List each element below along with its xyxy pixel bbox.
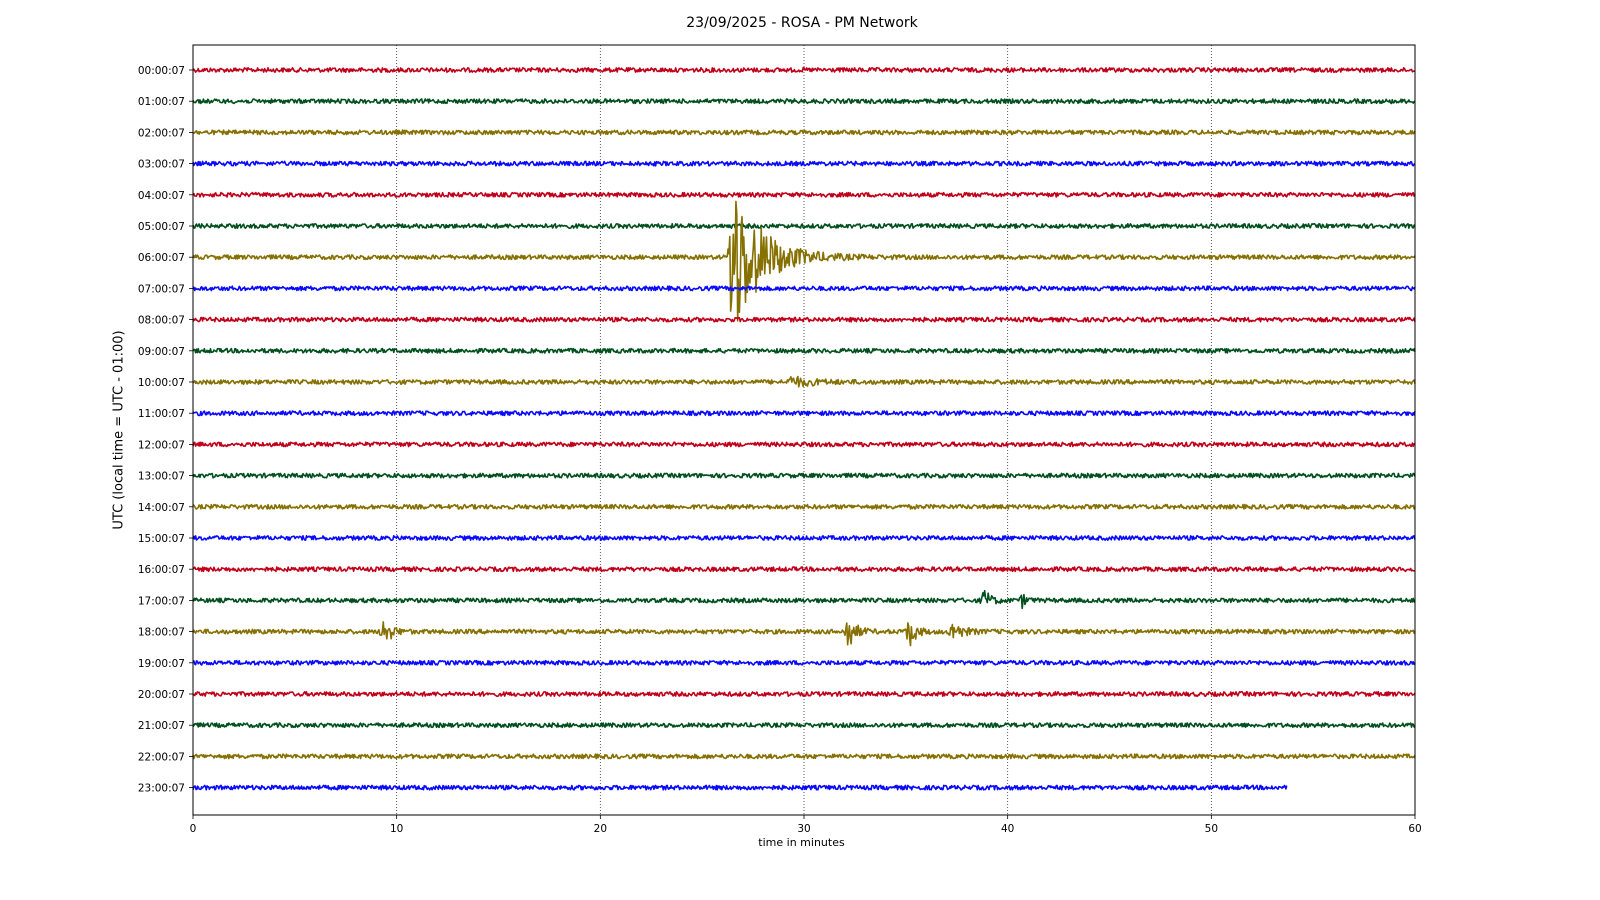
axes: 00:00:07 01:00:07 02:00:07 03:00:07 04:00:07… <box>138 44 1422 835</box>
trace-100007 <box>192 375 1416 388</box>
trace-080007 <box>192 316 1416 323</box>
y-tick-label: 05:00:07 <box>138 221 185 233</box>
y-tick-label: 19:00:07 <box>138 658 185 670</box>
trace-150007 <box>192 535 1416 541</box>
y-tick-label: 12:00:07 <box>138 439 185 451</box>
trace-060007 <box>192 200 1416 322</box>
trace-110007 <box>192 410 1416 417</box>
trace-230007 <box>192 784 1288 791</box>
y-tick-label: 00:00:07 <box>138 65 185 77</box>
chart-title: 23/09/2025 - ROSA - PM Network <box>686 15 918 31</box>
y-tick-label: 20:00:07 <box>138 689 185 701</box>
x-tick-label: 40 <box>1001 823 1014 835</box>
trace-070007 <box>192 285 1416 292</box>
y-tick-label: 07:00:07 <box>138 283 185 295</box>
y-tick-label: 01:00:07 <box>138 96 185 108</box>
grid-lines <box>396 45 1212 815</box>
y-tick-label: 13:00:07 <box>138 471 185 483</box>
x-axis-label: time in minutes <box>758 836 845 849</box>
trace-120007 <box>192 441 1416 448</box>
y-tick-label: 14:00:07 <box>138 502 185 514</box>
y-tick-label: 23:00:07 <box>138 783 185 795</box>
x-tick-label: 20 <box>594 823 607 835</box>
x-tick-label: 50 <box>1205 823 1218 835</box>
y-tick-label: 11:00:07 <box>138 408 185 420</box>
y-tick-label: 02:00:07 <box>138 127 185 139</box>
trace-200007 <box>192 691 1416 697</box>
x-tick-label: 0 <box>190 823 197 835</box>
trace-020007 <box>192 129 1416 136</box>
trace-000007 <box>192 67 1416 73</box>
x-tick-label: 10 <box>390 823 403 835</box>
trace-210007 <box>192 722 1416 729</box>
trace-220007 <box>192 753 1416 760</box>
trace-030007 <box>192 160 1416 167</box>
y-tick-label: 15:00:07 <box>138 533 185 545</box>
y-tick-label: 10:00:07 <box>138 377 185 389</box>
trace-180007 <box>192 621 1416 647</box>
trace-050007 <box>192 223 1416 229</box>
x-tick-label: 30 <box>797 823 810 835</box>
y-tick-label: 09:00:07 <box>138 346 185 358</box>
trace-170007 <box>192 589 1416 610</box>
y-tick-label: 17:00:07 <box>138 595 185 607</box>
x-tick-label: 60 <box>1408 823 1421 835</box>
y-tick-label: 18:00:07 <box>138 627 185 639</box>
y-tick-label: 22:00:07 <box>138 751 185 763</box>
trace-190007 <box>192 659 1416 666</box>
traces <box>192 67 1416 791</box>
y-tick-label: 08:00:07 <box>138 315 185 327</box>
y-tick-label: 06:00:07 <box>138 252 185 264</box>
trace-130007 <box>192 472 1416 479</box>
trace-160007 <box>192 566 1416 573</box>
trace-040007 <box>192 191 1416 198</box>
trace-140007 <box>192 503 1416 510</box>
trace-090007 <box>192 347 1416 354</box>
trace-010007 <box>192 98 1416 105</box>
y-tick-label: 03:00:07 <box>138 159 185 171</box>
y-tick-label: 16:00:07 <box>138 564 185 576</box>
y-tick-label: 21:00:07 <box>138 720 185 732</box>
y-tick-label: 04:00:07 <box>138 190 185 202</box>
